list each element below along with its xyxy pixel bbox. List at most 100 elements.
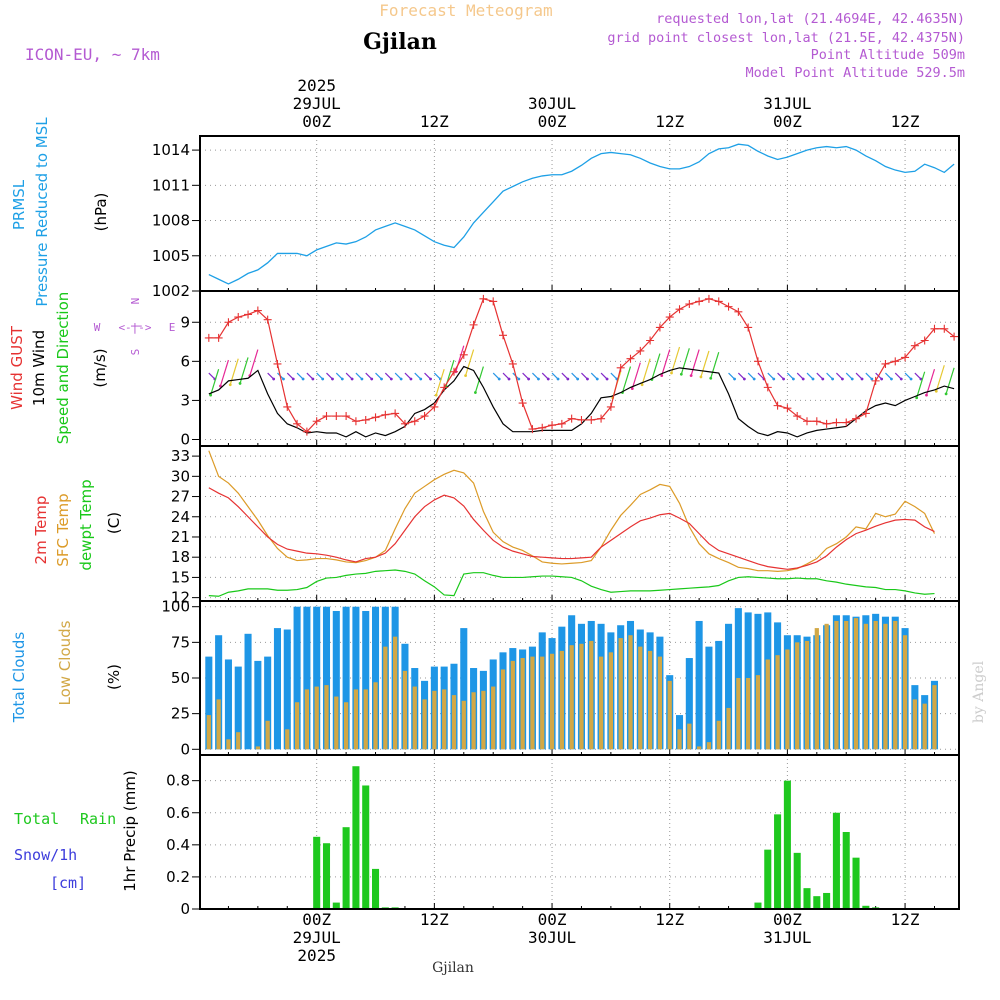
wind-gust-marker bbox=[862, 409, 870, 417]
low-cloud-bar bbox=[619, 638, 623, 749]
low-cloud-bar bbox=[530, 657, 534, 750]
low-cloud-bar bbox=[795, 642, 799, 749]
cloud-labels: Total Clouds Low Clouds (%) bbox=[10, 620, 123, 723]
chart-plot-layer: 1002100510081011101403691215182124273033… bbox=[152, 76, 959, 965]
wind-arrow-head bbox=[709, 377, 712, 380]
wind-arrow-head bbox=[670, 372, 673, 375]
wind-unit-label: (m/s) bbox=[91, 348, 109, 387]
wind-gust-marker bbox=[715, 297, 723, 305]
grid-point-coords: grid point closest lon,lat (21.5E, 42.43… bbox=[607, 30, 965, 46]
low-cloud-bar bbox=[775, 655, 779, 749]
wind-arrow-head bbox=[733, 378, 736, 381]
wind-gust-marker bbox=[411, 417, 419, 425]
wind-gust-marker bbox=[803, 417, 811, 425]
wind-gust-marker bbox=[774, 402, 782, 410]
wind-arrow-head bbox=[229, 383, 232, 386]
panel-temperature: 1215182124273033 bbox=[171, 446, 959, 607]
total-cloud-bar bbox=[225, 659, 232, 749]
temp-sfc-line bbox=[209, 451, 935, 572]
low-cloud-bar bbox=[344, 702, 348, 749]
y-tick-label: 15 bbox=[171, 568, 190, 586]
wind-arrow-head bbox=[900, 378, 903, 381]
time-label-bottom: 2025 bbox=[297, 946, 336, 965]
wind-arrow-head bbox=[302, 378, 305, 381]
wind-arrow-head bbox=[861, 378, 864, 381]
location-title: Gjilan bbox=[363, 29, 437, 55]
wind-arrow-head bbox=[292, 378, 295, 381]
low-cloud-bar bbox=[668, 681, 672, 749]
wind-arrow-head bbox=[586, 378, 589, 381]
wind-gust-marker bbox=[744, 323, 752, 331]
y-tick-label: 1011 bbox=[152, 176, 190, 194]
precip-rain-label: Rain bbox=[80, 810, 116, 828]
low-cloud-bar bbox=[295, 702, 299, 749]
y-tick-label: 0 bbox=[180, 430, 190, 448]
low-cloud-bar bbox=[844, 621, 848, 749]
wind-gust-marker bbox=[558, 420, 566, 428]
low-cloud-bar bbox=[638, 647, 642, 750]
wind-gust-marker bbox=[872, 377, 880, 385]
compass-north: N bbox=[129, 298, 142, 305]
low-cloud-bar bbox=[599, 657, 603, 750]
y-tick-label: 33 bbox=[171, 447, 190, 465]
pressure-labels: PRMSL Pressure Reduced to MSL (hPa) bbox=[10, 117, 110, 307]
total-cloud-bar bbox=[254, 661, 261, 749]
temp-labels: 2m Temp SFC Temp dewpt Temp (C) bbox=[32, 479, 123, 570]
precip-bar bbox=[823, 893, 830, 909]
low-cloud-bar bbox=[893, 621, 897, 749]
wind-arrow-head bbox=[753, 378, 756, 381]
wind-gust-line bbox=[209, 299, 954, 432]
low-cloud-bar bbox=[658, 657, 662, 750]
wind-arrow-head bbox=[498, 378, 501, 381]
wind-gust-marker bbox=[205, 334, 213, 342]
low-cloud-bar bbox=[226, 739, 230, 749]
time-label-top: 12Z bbox=[655, 112, 684, 131]
wind-gust-marker bbox=[891, 357, 899, 365]
point-altitude: Point Altitude 509m bbox=[811, 47, 965, 63]
precip-bar bbox=[774, 814, 781, 909]
y-tick-label: 75 bbox=[171, 633, 190, 651]
chart-title: Forecast Meteogram bbox=[379, 1, 552, 20]
wind-arrow-head bbox=[341, 378, 344, 381]
model-altitude: Model Point Altitude 529.5m bbox=[746, 65, 965, 81]
precip-bar bbox=[853, 858, 860, 909]
low-cloud-bar bbox=[815, 628, 819, 749]
footer-location: Gjilan bbox=[432, 960, 474, 976]
low-cloud-bar bbox=[648, 651, 652, 749]
wind-arrow-head bbox=[429, 378, 432, 381]
low-cloud-bar bbox=[462, 701, 466, 749]
time-label-bottom: 12Z bbox=[420, 910, 449, 929]
low-cloud-bar bbox=[266, 721, 270, 750]
wind-arrow-head bbox=[400, 378, 403, 381]
low-cloud-bar bbox=[393, 637, 397, 750]
temp-dewpt-label: dewpt Temp bbox=[77, 479, 95, 570]
wind-speed-dir-label: Speed and Direction bbox=[54, 292, 72, 445]
wind-gust-marker bbox=[352, 417, 360, 425]
y-tick-label: 1005 bbox=[152, 247, 190, 265]
precip-bar bbox=[372, 869, 379, 909]
low-cloud-bar bbox=[442, 689, 446, 749]
wind-gust-marker bbox=[224, 318, 232, 326]
wind-arrow-head bbox=[410, 378, 413, 381]
low-cloud-bar bbox=[373, 682, 377, 749]
low-cloud-bar bbox=[501, 669, 505, 749]
wind-arrow-head bbox=[945, 392, 948, 395]
low-cloud-bar bbox=[677, 729, 681, 749]
total-cloud-bar bbox=[696, 621, 703, 749]
prmsl-label: PRMSL bbox=[10, 179, 28, 230]
wind-gust-marker bbox=[764, 383, 772, 391]
time-label-bottom: 00Z bbox=[773, 910, 802, 929]
low-cloud-bar bbox=[324, 685, 328, 749]
low-cloud-bar bbox=[481, 691, 485, 749]
wind-gust-label: Wind GUST bbox=[8, 325, 26, 410]
wind-gust-marker bbox=[244, 310, 252, 318]
wind-arrow-head bbox=[331, 378, 334, 381]
low-cloud-bar bbox=[413, 687, 417, 750]
y-tick-label: 0.6 bbox=[166, 804, 190, 822]
y-tick-label: 0.8 bbox=[166, 772, 190, 790]
panel-frame bbox=[200, 136, 959, 291]
panel-precipitation: 00.20.40.60.8 bbox=[166, 755, 959, 918]
y-tick-label: 0 bbox=[180, 740, 190, 758]
precip-bar bbox=[843, 832, 850, 909]
y-tick-label: 18 bbox=[171, 548, 190, 566]
